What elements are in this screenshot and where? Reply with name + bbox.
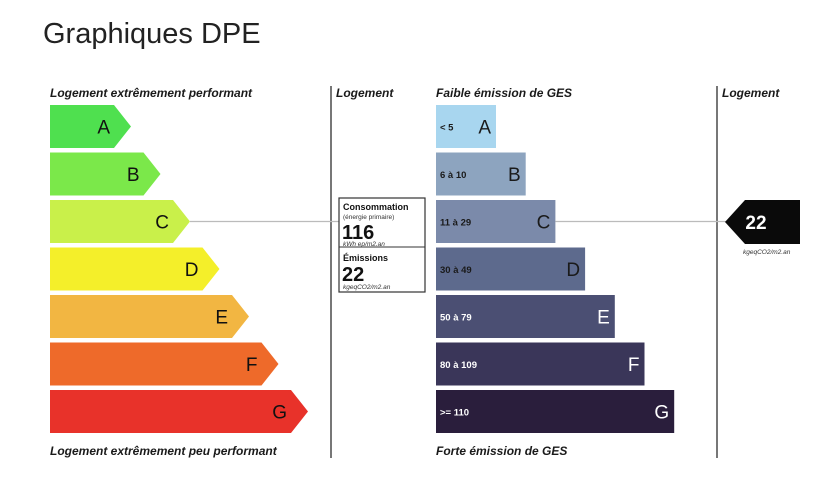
logement-box-frame [338,197,426,293]
ges-top-label: Faible émission de GES [436,86,572,100]
energy-bar-a [50,105,131,148]
ges-indicator: 22 kgeqCO2/m2.an [725,200,800,256]
energy-top-label: Logement extrêmement performant [50,86,253,100]
energy-bars: A B C D E F G [50,105,308,433]
ges-range-f: 80 à 109 [440,360,477,371]
energy-column-label: Logement [336,86,394,100]
ges-bar-label-c: C [537,213,551,234]
ges-bars: < 5 A 6 à 10 B 11 à 29 C 30 à 49 D 50 à 79 E 80 à … [436,105,675,433]
energy-bar-c [50,200,190,243]
ges-indicator-unit: kgeqCO2/m2.an [743,249,791,256]
energy-bar-label-d: D [185,260,199,281]
consumption-sublabel: (énergie primaire) [343,214,394,221]
ges-bar-f [436,342,645,386]
energy-bar-e [50,295,249,338]
ges-bar-b [436,152,526,196]
ges-bar-e [436,295,615,338]
ges-bottom-label: Forte émission de GES [436,444,567,458]
ges-bar-g [436,390,675,433]
energy-bar-label-a: A [97,118,110,139]
page-title: Graphiques DPE [43,18,261,50]
ges-range-c: 11 à 29 [440,218,471,229]
energy-bar-b [50,152,161,196]
ges-column-label: Logement [722,86,780,100]
consumption-value: 116 [342,222,374,244]
ges-range-g: >= 110 [440,408,469,419]
logement-box: Consommation (énergie primaire) 116 kWh … [338,197,426,293]
emissions-unit: kgeqCO2/m2.an [343,284,391,291]
ges-bar-d [436,247,586,291]
consumption-label: Consommation [343,202,409,212]
emissions-label: Émissions [343,253,388,263]
ges-bar-label-e: E [597,308,610,329]
energy-bar-g [50,390,308,433]
energy-bar-label-b: B [127,165,140,186]
ges-range-d: 30 à 49 [440,265,472,276]
energy-bar-label-e: E [215,308,228,329]
energy-bottom-label: Logement extrêmement peu performant [50,444,278,458]
ges-bar-label-a: A [478,118,491,139]
ges-indicator-arrow [725,200,800,244]
ges-indicator-value: 22 [745,213,766,234]
energy-bar-label-g: G [272,403,287,424]
consumption-unit: kWh ep/m2.an [343,241,385,248]
energy-bar-label-f: F [246,355,258,376]
ges-bar-label-b: B [508,165,521,186]
ges-bar-label-g: G [654,403,669,424]
ges-bar-a [436,105,496,148]
energy-bar-d [50,247,220,291]
ges-range-b: 6 à 10 [440,170,466,181]
ges-range-a: < 5 [440,123,454,134]
ges-bar-c [436,200,556,243]
energy-bar-f [50,342,279,386]
ges-bar-label-d: D [566,260,580,281]
ges-bar-label-f: F [628,355,640,376]
emissions-value: 22 [342,264,364,286]
ges-range-e: 50 à 79 [440,313,472,324]
energy-bar-label-c: C [155,213,169,234]
